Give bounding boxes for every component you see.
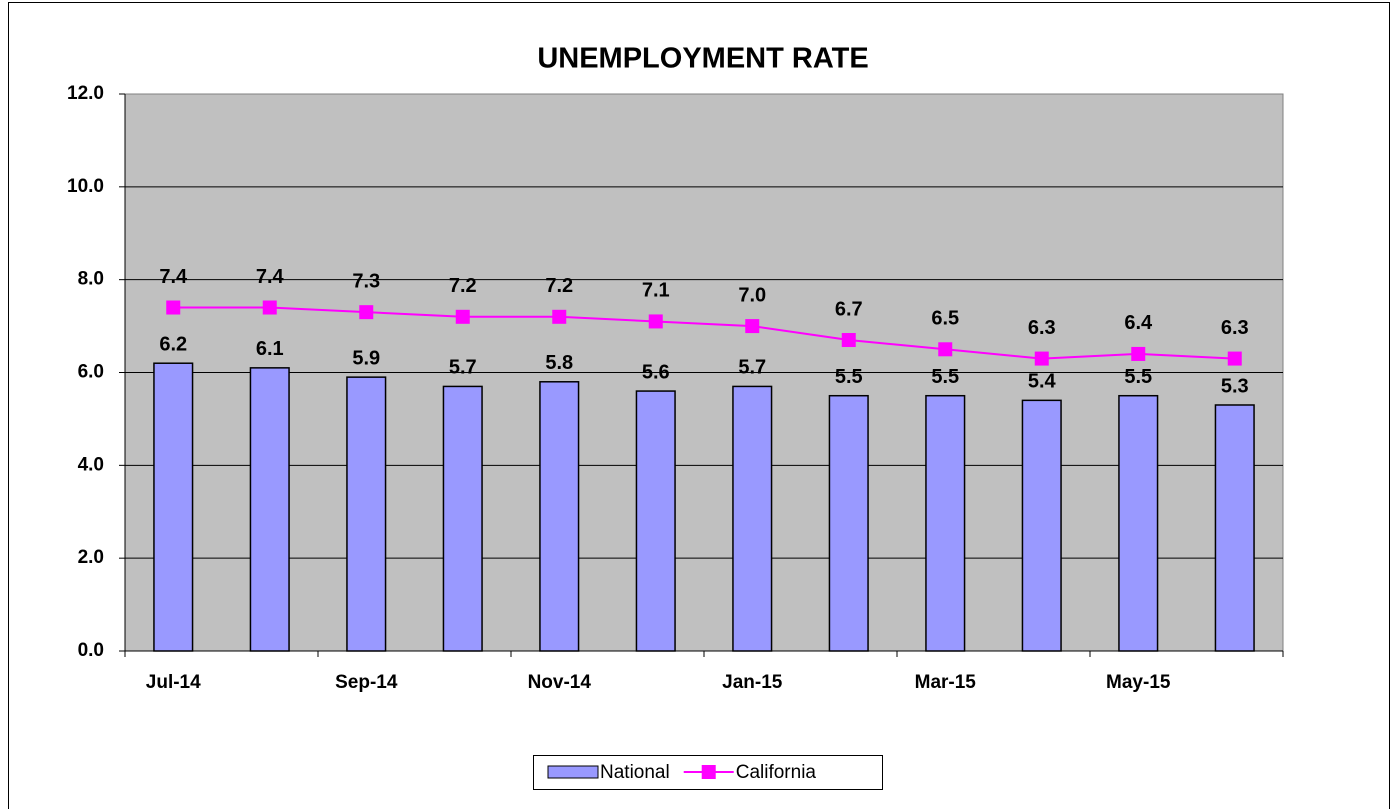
data-label: 7.4 bbox=[256, 266, 285, 288]
data-label: 7.2 bbox=[545, 275, 573, 297]
data-label: 7.3 bbox=[352, 270, 380, 292]
bar bbox=[442, 385, 483, 652]
legend-label: California bbox=[736, 762, 817, 783]
bar bbox=[346, 376, 387, 652]
y-tick-label: 2.0 bbox=[78, 547, 104, 568]
data-label: 5.6 bbox=[642, 361, 670, 383]
data-label: 7.2 bbox=[449, 275, 477, 297]
data-label: 7.1 bbox=[642, 280, 670, 302]
data-label: 5.5 bbox=[835, 366, 863, 388]
bar bbox=[1118, 394, 1159, 652]
bar bbox=[925, 394, 966, 652]
x-tick-label: Mar-15 bbox=[915, 672, 977, 693]
data-label: 6.5 bbox=[931, 308, 959, 330]
y-tick-label: 12.0 bbox=[67, 83, 104, 104]
marker bbox=[166, 300, 181, 315]
y-tick-label: 8.0 bbox=[78, 269, 104, 290]
data-label: 5.9 bbox=[352, 347, 380, 369]
bar bbox=[249, 367, 290, 652]
x-tick-label: May-15 bbox=[1106, 672, 1171, 693]
y-tick-label: 10.0 bbox=[67, 176, 104, 197]
data-label: 5.7 bbox=[449, 357, 477, 379]
data-label: 6.1 bbox=[256, 338, 284, 360]
legend-swatch bbox=[547, 765, 599, 779]
bar bbox=[539, 381, 580, 652]
marker bbox=[1131, 346, 1146, 361]
data-label: 7.4 bbox=[159, 266, 188, 288]
data-label: 5.8 bbox=[545, 352, 573, 374]
data-label: 6.7 bbox=[835, 298, 863, 320]
data-label: 7.0 bbox=[738, 284, 766, 306]
x-tick-label: Jan-15 bbox=[722, 672, 783, 693]
data-label: 6.3 bbox=[1028, 317, 1056, 339]
marker bbox=[745, 319, 760, 334]
legend-marker bbox=[701, 765, 716, 779]
chart-title: UNEMPLOYMENT RATE bbox=[537, 43, 868, 75]
marker bbox=[262, 300, 277, 315]
marker bbox=[1034, 351, 1049, 366]
data-label: 5.4 bbox=[1028, 371, 1057, 393]
x-tick-label: Jul-14 bbox=[146, 672, 201, 693]
data-label: 5.3 bbox=[1221, 375, 1249, 397]
marker bbox=[359, 305, 374, 320]
data-label: 5.5 bbox=[1124, 366, 1152, 388]
data-label: 6.4 bbox=[1124, 312, 1153, 334]
bar bbox=[635, 390, 676, 652]
marker bbox=[938, 342, 953, 357]
data-label: 5.7 bbox=[738, 357, 766, 379]
data-label: 6.3 bbox=[1221, 317, 1249, 339]
marker bbox=[455, 309, 470, 324]
bar bbox=[1021, 399, 1062, 652]
marker bbox=[648, 314, 663, 329]
legend-label: National bbox=[600, 762, 670, 783]
x-tick-label: Nov-14 bbox=[528, 672, 592, 693]
bar bbox=[153, 362, 194, 652]
y-tick-label: 4.0 bbox=[78, 454, 104, 475]
data-label: 5.5 bbox=[931, 366, 959, 388]
y-tick-label: 0.0 bbox=[78, 640, 104, 661]
marker bbox=[1227, 351, 1242, 366]
y-tick-label: 6.0 bbox=[78, 362, 104, 383]
bar bbox=[732, 385, 773, 652]
bar bbox=[1214, 404, 1255, 652]
line bbox=[173, 306, 1235, 360]
data-label: 6.2 bbox=[159, 333, 187, 355]
bar bbox=[828, 394, 869, 652]
marker bbox=[841, 333, 856, 348]
x-tick-label: Sep-14 bbox=[335, 672, 398, 693]
marker bbox=[552, 309, 567, 324]
